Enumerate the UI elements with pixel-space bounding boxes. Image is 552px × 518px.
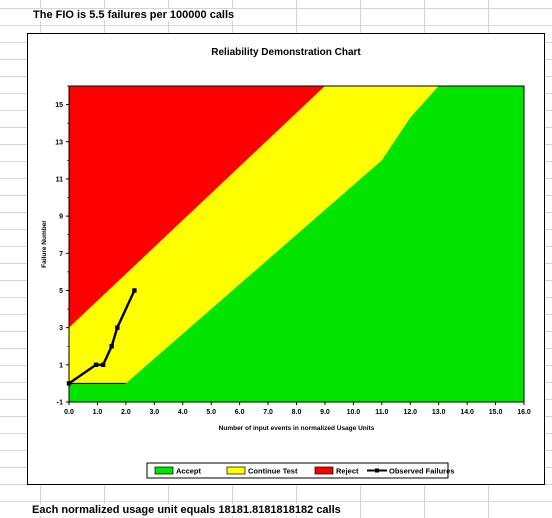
y-axis-label: Failure Number xyxy=(41,220,48,268)
y-tick-label: 5 xyxy=(59,288,63,295)
y-tick-label: 7 xyxy=(59,251,63,258)
legend-swatch-accept xyxy=(154,466,174,475)
legend-label-observed: Observed Failures xyxy=(389,467,454,476)
axes: 0.0 1.0 2.0 3.0 4.0 5.0 6.0 7.0 8.0 9.0 10.0 11.0 12… xyxy=(55,85,531,416)
legend-swatch-continue xyxy=(226,466,246,475)
legend-box xyxy=(146,462,449,479)
x-tick-label: 7.0 xyxy=(263,409,273,416)
observed-failure-point xyxy=(93,362,99,368)
observed-failure-point xyxy=(109,344,114,349)
x-tick-label: 0.0 xyxy=(64,409,74,416)
y-tick-label: 3 xyxy=(59,325,63,332)
chart-frame[interactable]: Reliability Demonstration Chart 0.0 1.0 2.… xyxy=(27,33,545,485)
x-tick-label: 1.0 xyxy=(93,409,103,416)
x-tick-label: 15.0 xyxy=(489,409,503,416)
legend-swatch-reject xyxy=(314,466,334,475)
legend-marker-observed xyxy=(375,468,379,473)
reliability-chart: Reliability Demonstration Chart 0.0 1.0 2.… xyxy=(41,47,531,479)
accept-region xyxy=(69,86,524,402)
legend-label-reject: Reject xyxy=(336,467,359,476)
observed-failure-point xyxy=(132,288,137,293)
x-tick-label: 3.0 xyxy=(149,409,159,416)
observed-failure-point xyxy=(66,381,72,386)
observed-failure-point xyxy=(115,325,120,330)
x-tick-label: 16.0 xyxy=(517,409,531,416)
x-tick-label: 8.0 xyxy=(292,409,302,416)
y-tick-label: 11 xyxy=(56,176,64,183)
chart-title: Reliability Demonstration Chart xyxy=(211,47,361,58)
observed-failures-layer xyxy=(66,288,137,386)
x-tick-label: 12.0 xyxy=(403,409,417,416)
y-tick-label: 13 xyxy=(55,139,63,146)
x-tick-label: 4.0 xyxy=(178,409,188,416)
x-tick-label: 14.0 xyxy=(460,409,474,416)
x-axis-label: Number of input events in normalized Usa… xyxy=(219,425,375,432)
plot-regions xyxy=(69,86,524,402)
x-tick-label: 9.0 xyxy=(320,409,330,416)
legend-label-accept: Accept xyxy=(176,467,202,476)
x-tick-label: 6.0 xyxy=(235,409,245,416)
x-tick-label: 5.0 xyxy=(206,409,216,416)
legend-label-continue: Continue Test xyxy=(248,467,298,476)
fio-note: The FIO is 5.5 failures per 100000 calls xyxy=(30,9,238,21)
chart-legend: Accept Continue Test Reject Observed Fai… xyxy=(146,462,454,479)
x-tick-label: 13.0 xyxy=(432,409,446,416)
x-tick-label: 11.0 xyxy=(375,409,388,416)
y-tick-label: 1 xyxy=(59,362,63,369)
usage-unit-note: Each normalized usage unit equals 18181.… xyxy=(29,504,344,516)
accept-region-base xyxy=(69,383,126,402)
observed-failures-line xyxy=(68,289,136,385)
y-tick-label: 9 xyxy=(59,214,63,221)
x-tick-label: 2.0 xyxy=(121,409,131,416)
y-tick-label: -1 xyxy=(57,400,63,407)
reject-region xyxy=(69,86,325,328)
y-tick-label: 15 xyxy=(55,102,63,109)
x-tick-label: 10.0 xyxy=(347,409,361,416)
observed-failure-point xyxy=(100,362,106,368)
